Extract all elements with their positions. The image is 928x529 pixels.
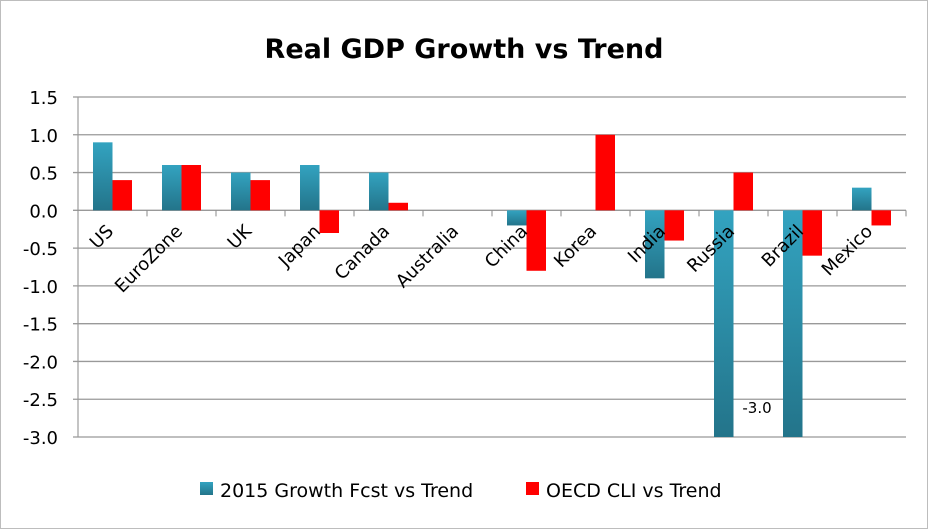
y-tick-label: -1.5	[23, 315, 58, 336]
bar-growth-fcst-brazil	[783, 210, 803, 437]
legend-label: 2015 Growth Fcst vs Trend	[220, 480, 473, 502]
bar-growth-fcst-uk	[231, 172, 251, 211]
bar-growth-fcst-russia	[714, 210, 734, 437]
x-tick-label: Australia	[392, 221, 463, 292]
legend-swatch	[526, 482, 539, 495]
x-tick-label: Japan	[274, 221, 325, 272]
bar-oecd-cli-korea	[595, 134, 615, 211]
bar-oecd-cli-brazil	[802, 210, 822, 256]
y-tick-label: 0.0	[29, 201, 58, 222]
y-tick-label: 1.5	[29, 88, 58, 109]
bar-growth-fcst-india	[645, 210, 665, 279]
x-tick-label: Canada	[331, 221, 394, 284]
y-tick-label: 0.5	[29, 164, 58, 185]
bar-growth-fcst-canada	[369, 172, 389, 211]
bar-growth-fcst-japan	[300, 165, 320, 211]
y-tick-label: -3.0	[23, 428, 58, 449]
x-tick-label: China	[481, 221, 532, 272]
y-tick-label: -0.5	[23, 239, 58, 260]
bar-growth-fcst-china	[507, 210, 527, 226]
x-tick-label: Mexico	[818, 221, 877, 280]
x-tick-label: Korea	[550, 221, 601, 272]
bar-oecd-cli-japan	[319, 210, 339, 233]
y-tick-label: -2.5	[23, 390, 58, 411]
bar-oecd-cli-eurozone	[181, 165, 201, 211]
bar-oecd-cli-mexico	[871, 210, 891, 226]
legend-label: OECD CLI vs Trend	[546, 480, 722, 502]
bar-oecd-cli-canada	[388, 202, 408, 211]
y-tick-label: 1.0	[29, 126, 58, 147]
bar-growth-fcst-eurozone	[162, 165, 182, 211]
y-tick-label: -2.0	[23, 352, 58, 373]
bar-oecd-cli-uk	[250, 180, 270, 211]
y-tick-label: -1.0	[23, 277, 58, 298]
data-label: -3.0	[742, 399, 771, 417]
bar-growth-fcst-mexico	[852, 187, 872, 211]
bar-oecd-cli-us	[112, 180, 132, 211]
bar-oecd-cli-russia	[733, 172, 753, 211]
legend-swatch	[200, 482, 213, 495]
bar-oecd-cli-china	[526, 210, 546, 271]
bar-oecd-cli-india	[664, 210, 684, 241]
bar-growth-fcst-us	[93, 142, 113, 211]
chart-title: Real GDP Growth vs Trend	[265, 34, 664, 65]
